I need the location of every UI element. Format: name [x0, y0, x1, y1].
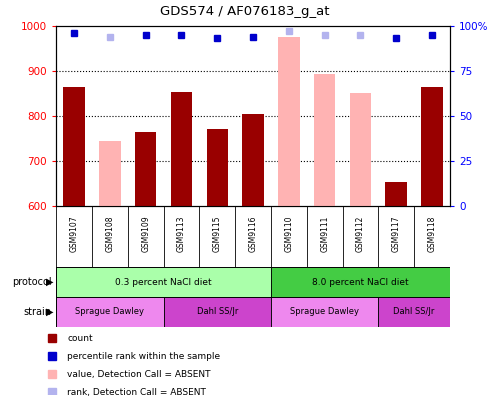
Bar — [56, 297, 163, 327]
Text: GSM9107: GSM9107 — [69, 215, 79, 252]
Text: GSM9109: GSM9109 — [141, 215, 150, 252]
Text: count: count — [67, 334, 93, 343]
Text: GSM9111: GSM9111 — [320, 215, 328, 251]
Bar — [378, 297, 449, 327]
Bar — [99, 141, 121, 206]
Bar — [270, 297, 378, 327]
Bar — [163, 297, 270, 327]
Text: GSM9118: GSM9118 — [427, 215, 436, 251]
Bar — [135, 131, 156, 206]
Text: ▶: ▶ — [46, 277, 54, 287]
Bar — [349, 93, 370, 206]
Bar — [56, 267, 270, 297]
Text: 8.0 percent NaCl diet: 8.0 percent NaCl diet — [311, 278, 408, 287]
Bar — [242, 114, 263, 206]
Text: GSM9115: GSM9115 — [212, 215, 222, 251]
Text: GSM9110: GSM9110 — [284, 215, 293, 251]
Bar — [206, 129, 227, 206]
Bar — [170, 92, 192, 206]
Text: GDS574 / AF076183_g_at: GDS574 / AF076183_g_at — [160, 5, 328, 18]
Bar — [63, 87, 85, 206]
Text: Dahl SS/Jr: Dahl SS/Jr — [393, 307, 434, 316]
Text: GSM9117: GSM9117 — [391, 215, 400, 251]
Bar — [270, 267, 449, 297]
Text: GSM9112: GSM9112 — [355, 215, 364, 251]
Text: Sprague Dawley: Sprague Dawley — [75, 307, 144, 316]
Text: ▶: ▶ — [46, 307, 54, 317]
Text: protocol: protocol — [12, 277, 51, 287]
Text: 0.3 percent NaCl diet: 0.3 percent NaCl diet — [115, 278, 211, 287]
Text: value, Detection Call = ABSENT: value, Detection Call = ABSENT — [67, 370, 210, 379]
Text: Sprague Dawley: Sprague Dawley — [289, 307, 358, 316]
Bar — [313, 74, 335, 206]
Text: percentile rank within the sample: percentile rank within the sample — [67, 352, 220, 361]
Text: GSM9116: GSM9116 — [248, 215, 257, 251]
Text: rank, Detection Call = ABSENT: rank, Detection Call = ABSENT — [67, 388, 205, 396]
Text: GSM9108: GSM9108 — [105, 215, 114, 251]
Text: GSM9113: GSM9113 — [177, 215, 185, 251]
Bar — [278, 37, 299, 206]
Text: Dahl SS/Jr: Dahl SS/Jr — [196, 307, 238, 316]
Bar — [420, 87, 442, 206]
Bar — [385, 183, 406, 206]
Text: strain: strain — [23, 307, 51, 317]
